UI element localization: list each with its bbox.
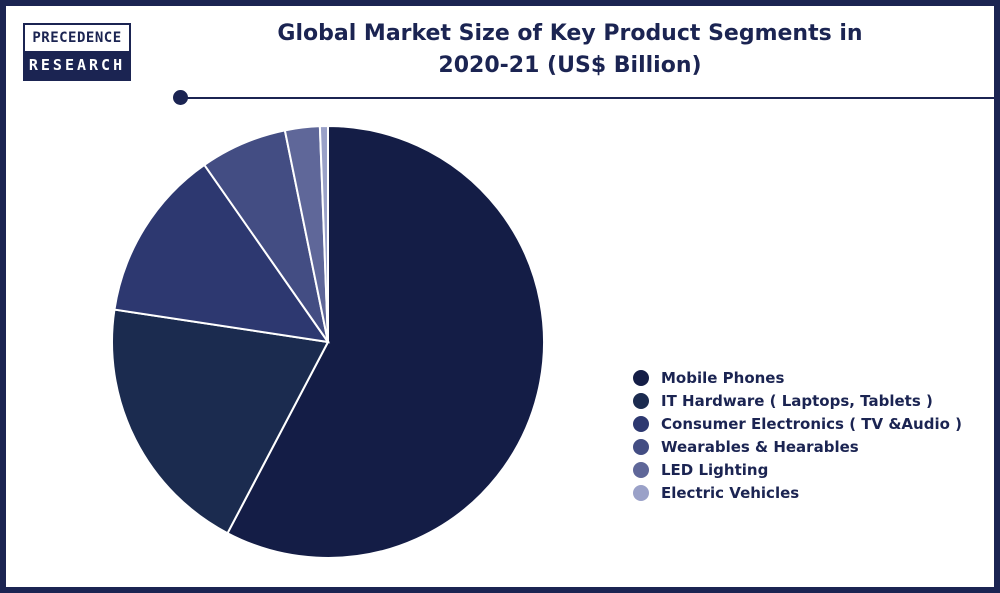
chart-title: Global Market Size of Key Product Segmen… bbox=[260, 18, 880, 82]
legend-label: LED Lighting bbox=[661, 460, 769, 479]
legend-label: Mobile Phones bbox=[661, 368, 785, 387]
title-divider bbox=[181, 97, 994, 99]
pie-slice-2 bbox=[111, 308, 330, 535]
pie-slice-6 bbox=[318, 124, 329, 343]
legend-item: LED Lighting bbox=[633, 458, 962, 481]
legend-swatch bbox=[633, 369, 649, 386]
legend-label: Wearables & Hearables bbox=[661, 437, 859, 456]
legend-item: Wearables & Hearables bbox=[633, 435, 962, 458]
legend-swatch bbox=[633, 461, 649, 478]
chart-title-line-1: Global Market Size of Key Product Segmen… bbox=[277, 21, 863, 46]
pie-slices bbox=[111, 124, 545, 559]
pie-slice-3 bbox=[113, 163, 331, 344]
legend-swatch bbox=[633, 438, 649, 455]
legend-label: Consumer Electronics ( TV &Audio ) bbox=[661, 414, 962, 433]
legend-swatch bbox=[633, 415, 649, 432]
logo-line-2: RESEARCH bbox=[25, 51, 129, 79]
pie-slice-1 bbox=[226, 124, 545, 559]
chart-legend: Mobile Phones IT Hardware ( Laptops, Tabl… bbox=[633, 366, 962, 504]
brand-logo: PRECEDENCE RESEARCH bbox=[23, 23, 131, 81]
logo-line-1: PRECEDENCE bbox=[25, 25, 129, 51]
legend-label: Electric Vehicles bbox=[661, 483, 800, 502]
chart-title-line-2: 2020-21 (US$ Billion) bbox=[438, 53, 702, 78]
legend-label: IT Hardware ( Laptops, Tablets ) bbox=[661, 391, 933, 410]
legend-swatch bbox=[633, 484, 649, 501]
legend-item: IT Hardware ( Laptops, Tablets ) bbox=[633, 389, 962, 412]
legend-item: Mobile Phones bbox=[633, 366, 962, 389]
legend-item: Consumer Electronics ( TV &Audio ) bbox=[633, 412, 962, 435]
legend-item: Electric Vehicles bbox=[633, 481, 962, 504]
legend-swatch bbox=[633, 392, 649, 409]
title-divider-dot bbox=[173, 90, 188, 105]
